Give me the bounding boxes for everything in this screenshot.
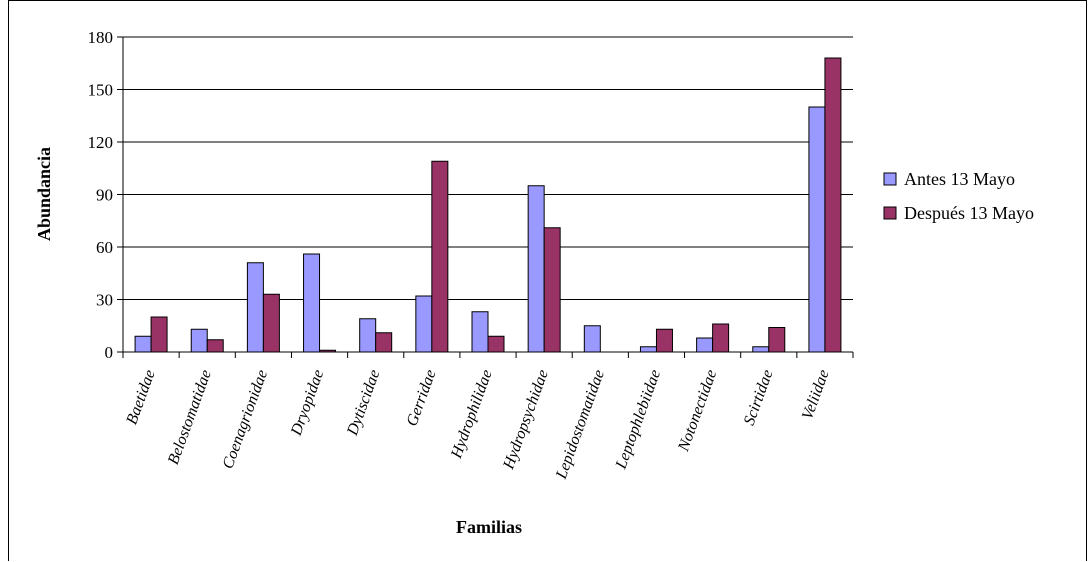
- gridlines: [123, 36, 853, 300]
- bar-antes-hydropsychidae: [527, 185, 545, 353]
- category-label: Lepidostomatidae: [553, 368, 609, 483]
- legend: Antes 13 Mayo Después 13 Mayo: [883, 169, 1034, 223]
- bar-despues-scirtidae: [768, 327, 786, 353]
- bar-despues-notonectidae: [712, 323, 730, 353]
- x-category-labels: Baetidae Belostomatidae Coenagrionidae Dryo…: [123, 368, 832, 483]
- bar-despues-hydropsychidae: [543, 227, 561, 353]
- category-label: Gerridae: [404, 368, 440, 429]
- y-axis-title: Abundancia: [34, 147, 54, 241]
- bar-despues-dytiscidae: [375, 332, 393, 353]
- y-tick-label: 0: [105, 343, 114, 362]
- bar-antes-dytiscidae: [359, 318, 377, 353]
- bar-despues-veliidae: [824, 57, 842, 353]
- axes: [117, 36, 854, 358]
- category-label: Coenagrionidae: [220, 368, 272, 472]
- y-tick-label: 90: [96, 186, 113, 205]
- bar-antes-scirtidae: [752, 346, 770, 353]
- bar-antes-notonectidae: [696, 337, 714, 353]
- bar-antes-leptophlebiidae: [639, 346, 657, 353]
- bar-antes-gerridae: [415, 295, 433, 353]
- bar-antes-baetidae: [134, 335, 152, 353]
- bar-antes-dryopidae: [303, 253, 321, 353]
- bar-despues-hydrophilidae: [487, 335, 505, 353]
- category-label: Hydropsychidae: [500, 368, 552, 473]
- bar-despues-baetidae: [150, 316, 168, 353]
- bar-despues-leptophlebiidae: [655, 328, 673, 353]
- y-tick-label: 120: [88, 133, 114, 152]
- legend-swatch-antes: [883, 172, 897, 186]
- legend-label-antes: Antes 13 Mayo: [904, 169, 1015, 189]
- bar-despues-gerridae: [431, 160, 449, 353]
- y-tick-label: 150: [88, 81, 114, 100]
- y-tick-label: 180: [88, 28, 114, 47]
- category-label: Scirtidae: [741, 368, 777, 428]
- category-label: Dryopidae: [288, 368, 328, 439]
- y-tick-label: 30: [96, 291, 113, 310]
- bar-despues-coenagrionidae: [262, 293, 280, 353]
- bar-despues-belostomatidae: [206, 339, 224, 353]
- bar-antes-hydrophilidae: [471, 311, 489, 353]
- y-tick-labels: 0 30 60 90 120 150 180: [88, 28, 114, 362]
- bars: [134, 57, 842, 353]
- category-label: Belostomatidae: [165, 368, 215, 467]
- category-label: Notonectidae: [675, 368, 720, 455]
- bar-antes-lepidostomatidae: [583, 325, 601, 353]
- bar-antes-veliidae: [808, 106, 826, 353]
- legend-label-despues: Después 13 Mayo: [904, 203, 1034, 223]
- category-label: Veliidae: [799, 368, 833, 422]
- category-label: Hydrophilidae: [448, 368, 496, 462]
- bar-antes-coenagrionidae: [246, 262, 264, 353]
- legend-swatch-despues: [883, 206, 897, 220]
- bar-antes-belostomatidae: [190, 328, 208, 353]
- chart-frame: [8, 0, 1087, 561]
- category-label: Baetidae: [123, 368, 158, 427]
- category-label: Dytiscidae: [344, 368, 384, 439]
- y-tick-label: 60: [96, 238, 113, 257]
- category-label: Leptophlebiidae: [612, 368, 664, 472]
- x-axis-title: Familias: [456, 517, 522, 537]
